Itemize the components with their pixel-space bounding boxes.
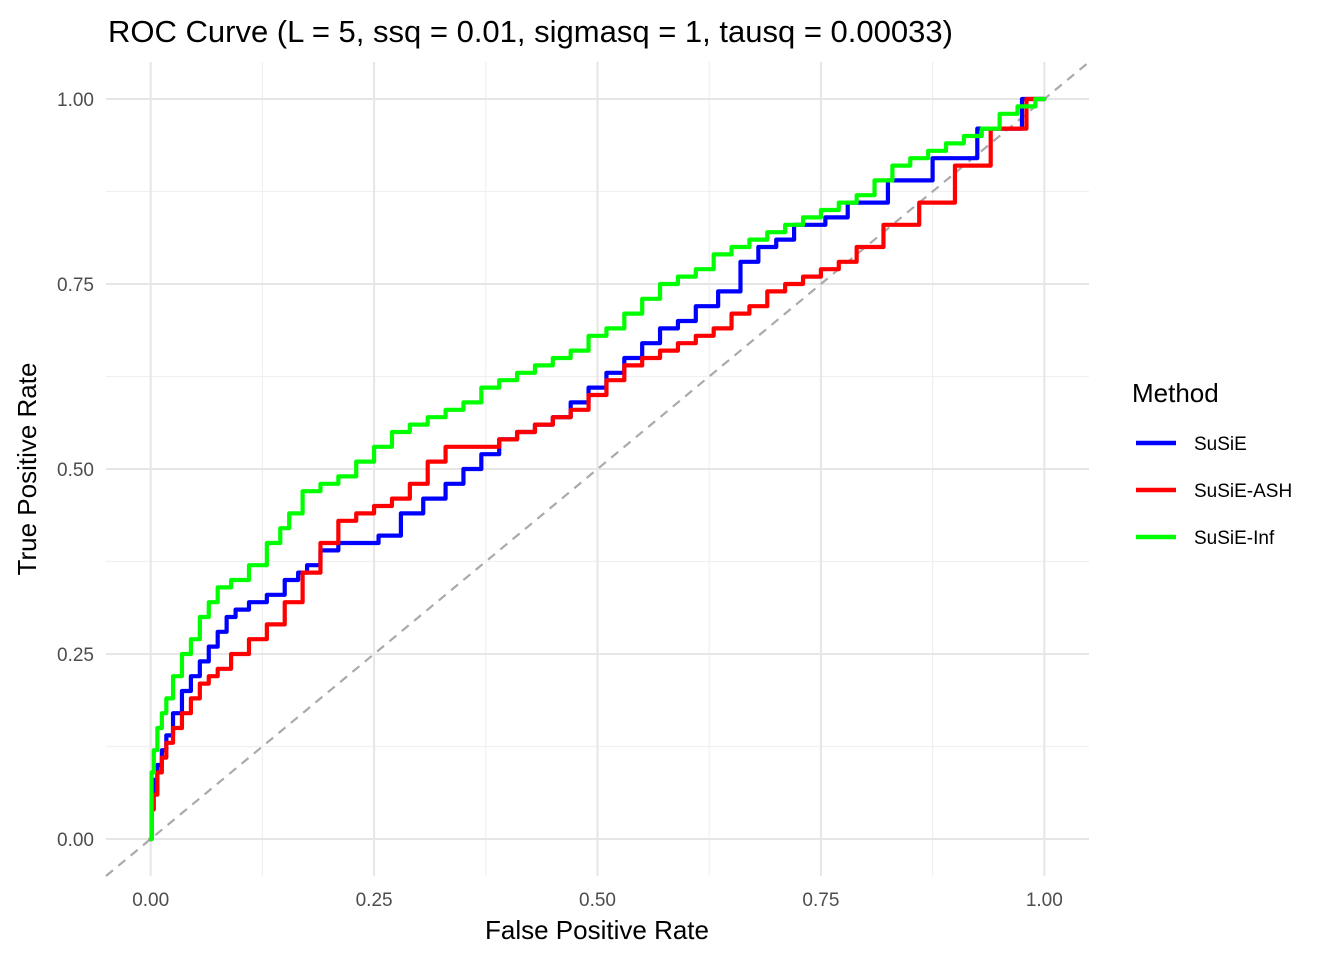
y-tick-label: 1.00	[57, 90, 94, 111]
y-tick-label: 0.75	[57, 275, 94, 296]
x-tick-label: 0.50	[579, 890, 616, 911]
legend: Method SuSiE SuSiE-ASH SuSiE-Inf	[1132, 378, 1292, 549]
reference-diagonal-line	[105, 61, 1090, 877]
x-tick-label: 0.00	[132, 890, 169, 911]
legend-title: Method	[1132, 378, 1219, 408]
legend-items: SuSiE SuSiE-ASH SuSiE-Inf	[1136, 434, 1292, 549]
chart-title: ROC Curve (L = 5, ssq = 0.01, sigmasq = …	[108, 14, 953, 49]
y-tick-label: 0.25	[57, 645, 94, 666]
legend-label-susie: SuSiE	[1194, 434, 1247, 455]
series-line-susie	[148, 96, 1047, 842]
x-tick-label: 0.75	[802, 890, 839, 911]
x-axis-title: False Positive Rate	[485, 915, 709, 945]
y-tick-label: 0.00	[57, 830, 94, 851]
major-gridlines	[106, 62, 1089, 876]
legend-label-susie-ash: SuSiE-ASH	[1194, 481, 1292, 502]
y-axis-title: True Positive Rate	[12, 363, 42, 576]
series-lines	[148, 96, 1047, 842]
legend-label-susie-inf: SuSiE-Inf	[1194, 528, 1275, 549]
x-tick-label: 1.00	[1026, 890, 1063, 911]
x-axis-tick-labels: 0.00 0.25 0.50 0.75 1.00	[132, 890, 1063, 911]
x-tick-label: 0.25	[356, 890, 393, 911]
y-axis-tick-labels: 0.00 0.25 0.50 0.75 1.00	[57, 90, 94, 851]
y-tick-label: 0.50	[57, 460, 94, 481]
series-line-susie-ash	[148, 96, 1047, 842]
series-line-susie-inf	[148, 96, 1047, 842]
